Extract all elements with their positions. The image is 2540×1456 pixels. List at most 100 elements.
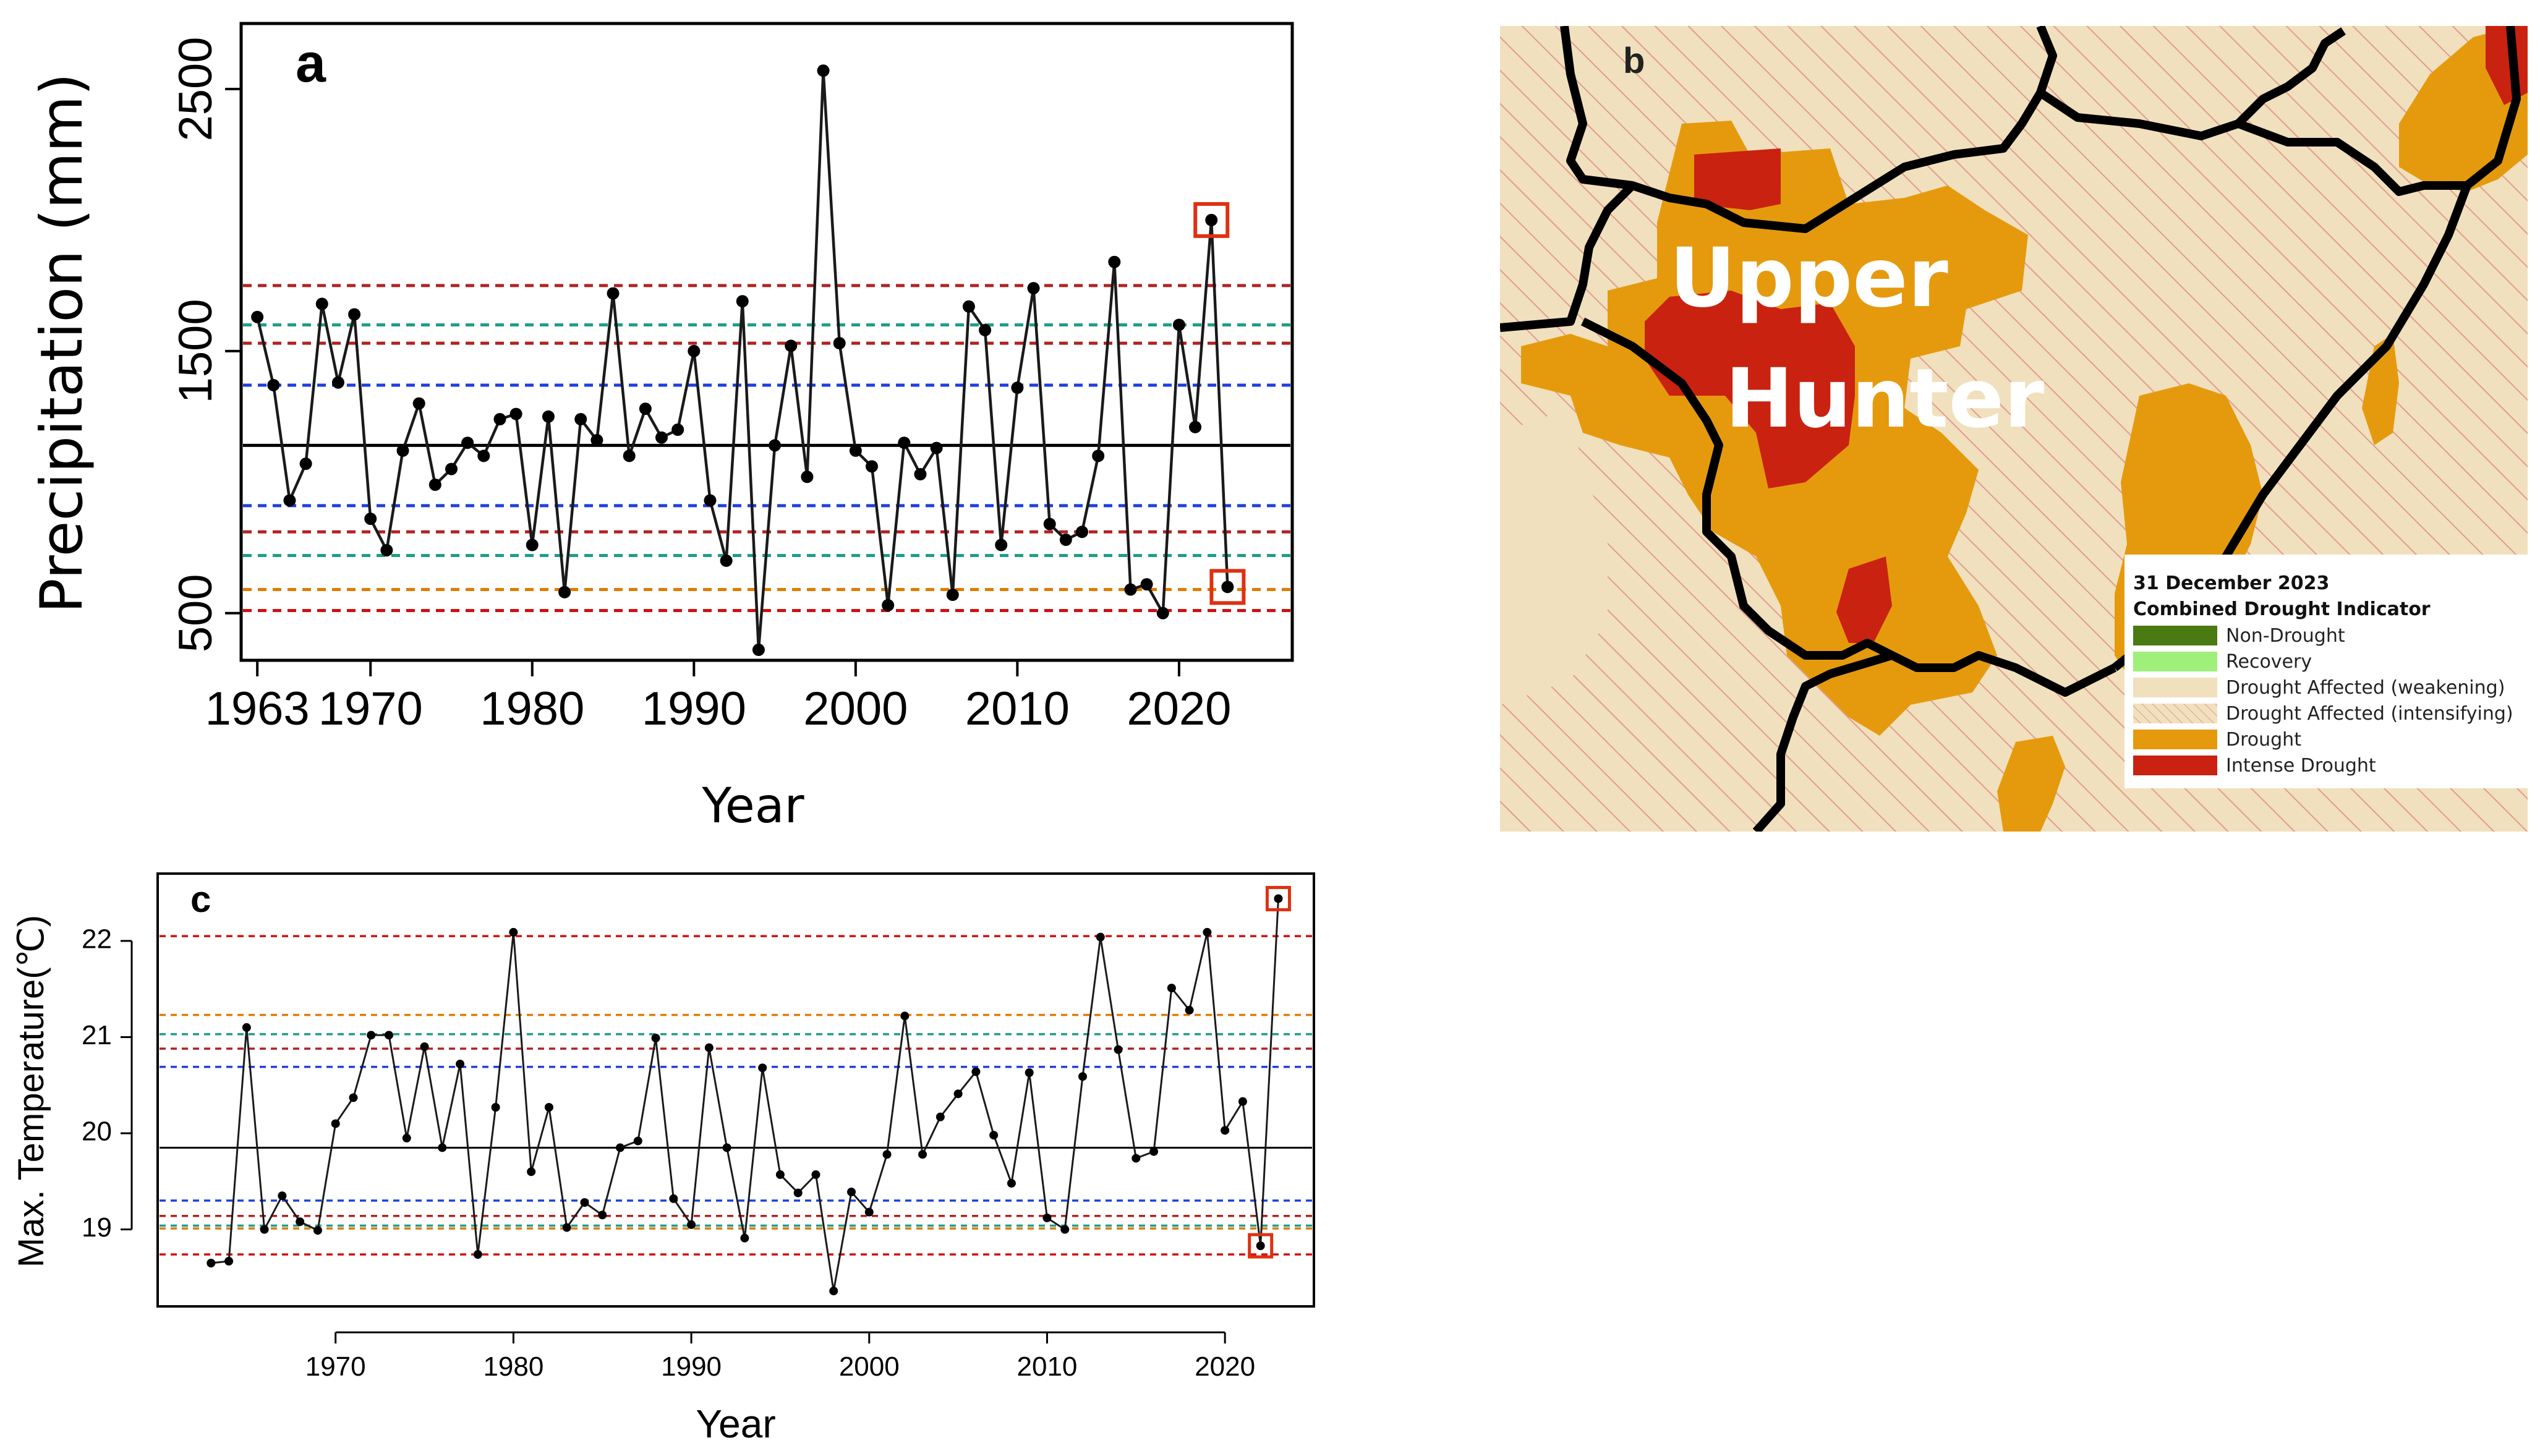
data-point xyxy=(1221,581,1234,594)
data-point xyxy=(1221,1126,1230,1135)
highlight-markers xyxy=(1248,885,1291,1259)
data-point xyxy=(688,344,701,357)
series-polyline xyxy=(211,898,1279,1292)
data-point xyxy=(396,444,409,457)
data-point xyxy=(1274,894,1283,903)
data-point xyxy=(1108,255,1121,268)
legend-swatch xyxy=(2133,678,2217,697)
x-tick-label: 1980 xyxy=(483,1352,543,1382)
data-point xyxy=(946,589,959,602)
intense-drought-main xyxy=(1645,148,1855,488)
series-polyline xyxy=(256,70,1229,650)
data-point xyxy=(866,460,878,473)
data-point xyxy=(544,1103,553,1112)
precipitation-chart: a 1963 1970 1980 1990 2000 2010 2020 500 1500 25… xyxy=(28,22,1294,834)
data-point xyxy=(623,449,636,462)
y-axis-label: Max. Temperature(℃) xyxy=(11,915,51,1267)
data-point xyxy=(580,1198,589,1207)
data-point xyxy=(461,436,474,449)
data-point xyxy=(493,413,506,426)
region-label-upper: Upper xyxy=(1669,231,1948,326)
data-point xyxy=(385,1031,393,1040)
data-point xyxy=(769,439,782,452)
x-tick-label: 1990 xyxy=(642,683,746,735)
data-point xyxy=(590,433,603,446)
data-point xyxy=(349,1093,358,1102)
legend-swatch xyxy=(2133,704,2217,723)
x-tick-label: 1970 xyxy=(305,1352,366,1382)
data-point xyxy=(1205,213,1218,226)
data-point xyxy=(1059,534,1072,547)
data-point xyxy=(1027,282,1040,295)
data-point xyxy=(704,1043,714,1052)
data-point xyxy=(364,513,377,526)
data-point xyxy=(1167,984,1176,993)
legend-item: Drought xyxy=(2133,729,2301,751)
highlight-box xyxy=(1209,569,1246,605)
data-point xyxy=(299,458,312,470)
data-point xyxy=(367,1031,376,1040)
data-point xyxy=(558,585,571,598)
data-point xyxy=(914,468,927,481)
data-point xyxy=(1238,1097,1247,1106)
legend-swatch xyxy=(2133,652,2217,671)
data-point xyxy=(1172,318,1185,331)
data-point xyxy=(740,1233,749,1243)
data-point xyxy=(801,470,814,483)
data-point xyxy=(847,1187,856,1196)
data-point xyxy=(313,1226,322,1235)
panel-label-c: c xyxy=(190,879,211,920)
data-point xyxy=(775,1170,785,1179)
data-point xyxy=(793,1188,803,1198)
legend-date: 31 December 2023 xyxy=(2133,573,2329,594)
data-points xyxy=(207,894,1283,1296)
data-point xyxy=(720,554,733,567)
highlight-box xyxy=(1265,885,1291,911)
data-point xyxy=(1189,420,1202,433)
x-tick-label: 2000 xyxy=(839,1352,900,1382)
data-point xyxy=(1114,1045,1123,1054)
x-tick-label: 2020 xyxy=(1195,1352,1255,1382)
legend-label: Drought Affected (intensifying) xyxy=(2226,703,2513,725)
data-point xyxy=(995,539,1008,551)
data-point xyxy=(918,1150,927,1159)
data-point xyxy=(736,295,749,308)
data-point xyxy=(758,1063,767,1073)
data-point xyxy=(420,1042,429,1051)
data-point xyxy=(278,1191,287,1201)
data-point xyxy=(616,1143,624,1152)
legend-label: Drought Affected (weakening) xyxy=(2226,677,2505,699)
data-point xyxy=(402,1133,411,1143)
data-point xyxy=(722,1143,731,1152)
data-point xyxy=(1060,1225,1070,1234)
data-point xyxy=(456,1060,465,1068)
data-point xyxy=(428,479,441,492)
region-boundaries xyxy=(1500,26,2521,832)
data-point xyxy=(1076,526,1088,539)
data-point xyxy=(704,494,717,507)
data-point xyxy=(607,287,620,300)
y-tick-label: 500 xyxy=(169,574,222,652)
data-point xyxy=(412,397,425,410)
legend-swatch xyxy=(2133,756,2217,775)
data-point xyxy=(207,1259,216,1267)
data-point xyxy=(882,1150,892,1159)
data-point xyxy=(687,1220,696,1229)
data-point xyxy=(655,431,668,444)
data-point xyxy=(811,1170,820,1179)
plot-frame xyxy=(156,872,1315,1308)
y-tick-label: 22 xyxy=(82,924,112,955)
data-point xyxy=(542,410,555,423)
data-point xyxy=(979,323,992,336)
legend-label: Non-Drought xyxy=(2226,625,2345,647)
data-point xyxy=(1256,1241,1265,1250)
data-point xyxy=(935,1112,945,1122)
data-point xyxy=(1149,1147,1159,1156)
data-point xyxy=(817,64,830,77)
data-point xyxy=(1124,583,1137,596)
data-point xyxy=(882,598,895,611)
data-point xyxy=(380,543,393,556)
data-point xyxy=(251,310,264,323)
y-axis: 19 20 21 22 xyxy=(82,924,133,1243)
legend-swatch xyxy=(2133,730,2217,749)
